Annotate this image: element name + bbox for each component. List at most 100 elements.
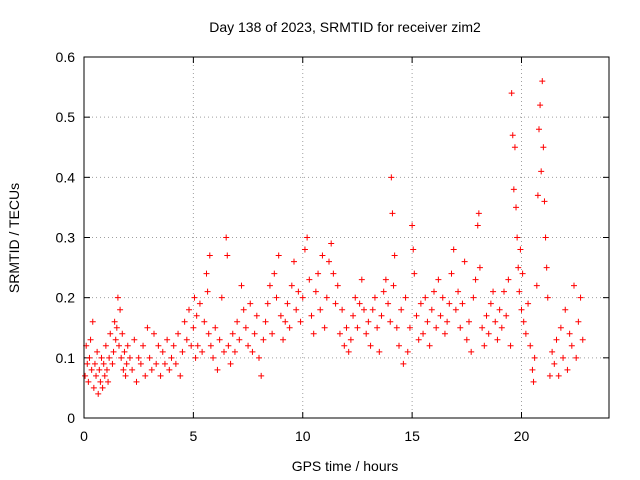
data-point (510, 186, 517, 193)
data-point (107, 330, 114, 337)
data-point (153, 360, 160, 367)
data-point (227, 360, 234, 367)
data-point (376, 348, 383, 355)
data-point (466, 318, 472, 325)
data-point (516, 288, 523, 295)
y-tick-label: 0.2 (56, 290, 76, 306)
data-point (577, 294, 584, 301)
data-point (191, 294, 198, 301)
data-point (242, 324, 249, 331)
data-point (223, 234, 230, 241)
data-point (354, 324, 361, 331)
data-point (571, 282, 577, 289)
data-point (334, 282, 341, 289)
data-point (525, 300, 532, 307)
data-point (135, 354, 142, 361)
y-tick-label: 0.3 (56, 230, 76, 246)
data-point (352, 294, 359, 301)
data-point (476, 264, 483, 271)
data-point (409, 222, 416, 229)
data-point (203, 270, 210, 277)
data-point (543, 264, 550, 271)
data-point (105, 378, 112, 385)
data-point (339, 306, 346, 313)
data-point (306, 276, 313, 283)
data-point (530, 378, 537, 385)
data-point (284, 300, 291, 307)
data-point (229, 330, 236, 337)
data-point (534, 192, 541, 199)
data-point (84, 360, 91, 367)
data-point (400, 360, 407, 367)
data-point (97, 378, 104, 385)
data-point (431, 288, 437, 295)
data-point (224, 252, 231, 259)
data-points (82, 78, 586, 397)
data-point (249, 348, 256, 355)
data-point (420, 330, 427, 337)
data-point (225, 342, 232, 349)
data-point (553, 336, 560, 343)
data-point (295, 288, 302, 295)
data-point (117, 306, 124, 313)
data-point (496, 306, 503, 313)
data-point (155, 342, 162, 349)
data-point (341, 342, 348, 349)
data-point (468, 348, 475, 355)
y-tick-label: 0.6 (56, 49, 76, 65)
y-tick-label: 0.1 (56, 350, 76, 366)
x-tick-label: 5 (189, 428, 197, 444)
data-point (188, 342, 195, 349)
data-point (549, 348, 556, 355)
data-point (100, 360, 107, 367)
data-point (264, 300, 271, 307)
data-point (398, 306, 405, 313)
data-point (168, 354, 175, 361)
data-point (538, 168, 545, 175)
data-point (310, 330, 317, 337)
data-point (231, 348, 238, 355)
data-point (277, 312, 284, 319)
data-point (527, 342, 534, 349)
data-point (515, 264, 522, 271)
data-point (118, 354, 125, 361)
data-point (245, 342, 252, 349)
data-point (212, 324, 219, 331)
y-tick-label: 0.5 (56, 109, 76, 125)
data-point (109, 360, 116, 367)
data-point (89, 318, 96, 325)
data-point (207, 342, 214, 349)
data-point (82, 372, 89, 379)
data-point (106, 354, 113, 361)
data-point (240, 306, 247, 313)
data-point (326, 258, 332, 265)
data-point (210, 354, 217, 361)
data-point (206, 252, 213, 259)
data-point (129, 366, 136, 373)
data-point (452, 306, 459, 313)
data-point (437, 312, 444, 319)
data-point (485, 330, 492, 337)
data-point (498, 324, 505, 331)
data-point (562, 306, 569, 313)
data-point (371, 294, 378, 301)
data-point (253, 312, 260, 319)
data-point (315, 270, 322, 277)
data-point (367, 342, 374, 349)
data-point (573, 354, 580, 361)
data-point (166, 366, 173, 373)
data-point (424, 318, 431, 325)
data-point (508, 90, 515, 97)
data-point (90, 384, 97, 391)
data-point (120, 366, 127, 373)
data-point (455, 288, 462, 295)
data-point (204, 288, 211, 295)
data-point (533, 282, 540, 289)
data-point (406, 324, 413, 331)
data-point (218, 294, 225, 301)
data-point (459, 300, 466, 307)
data-point (479, 324, 486, 331)
data-point (201, 318, 208, 325)
data-point (514, 234, 521, 241)
data-point (112, 336, 119, 343)
